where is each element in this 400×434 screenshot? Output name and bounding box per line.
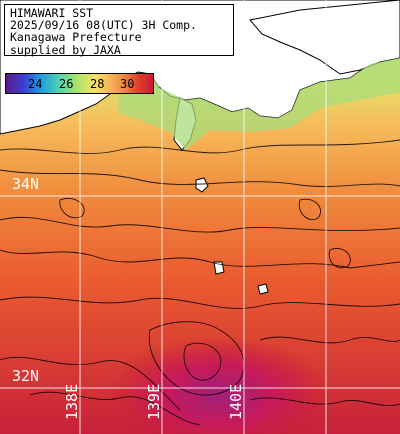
lat-label-34n: 34N <box>12 175 40 193</box>
credit-line: supplied by JAXA <box>10 42 121 57</box>
land-miyakejima <box>257 283 269 295</box>
land-boso-peninsula <box>249 0 400 75</box>
temperature-colorbar: 24 26 28 30 <box>5 73 154 94</box>
lat-label-32n: 32N <box>12 367 40 385</box>
land-izu-oshima <box>195 177 209 193</box>
lon-label-mid: 139E <box>145 383 163 420</box>
warm-core <box>0 220 400 434</box>
map-info-box: HIMAWARI SST 2025/09/16 08(UTC) 3H Comp.… <box>4 4 234 56</box>
colorbar-tick-26: 26 <box>59 77 74 91</box>
title-line: HIMAWARI SST <box>10 6 94 20</box>
colorbar-tick-24: 24 <box>28 77 43 91</box>
region-line: Kanagawa Prefecture <box>10 30 142 45</box>
timestamp-line: 2025/09/16 08(UTC) 3H Comp. <box>10 18 197 33</box>
coastal-cool-band <box>118 58 400 150</box>
colorbar-tick-30: 30 <box>120 77 135 91</box>
lon-label-east: 140E <box>227 383 245 420</box>
sst-contours <box>0 139 400 426</box>
lon-label-west: 138E <box>63 383 81 420</box>
colorbar-tick-28: 28 <box>90 77 105 91</box>
